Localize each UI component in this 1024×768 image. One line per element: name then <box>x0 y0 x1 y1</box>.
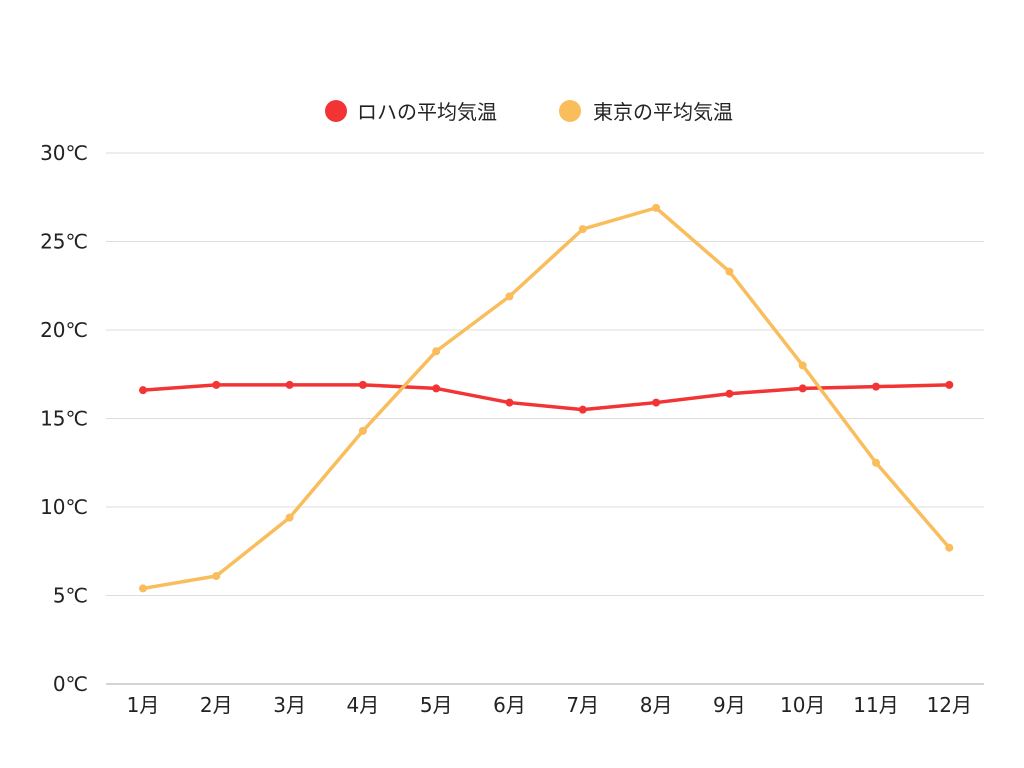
legend-label: ロハの平均気温 <box>357 100 497 124</box>
y-tick-label: 20℃ <box>40 318 88 342</box>
x-tick-label: 4月 <box>347 693 380 717</box>
data-point <box>505 292 514 301</box>
data-point <box>725 267 734 276</box>
data-point <box>798 384 807 393</box>
grid-lines <box>106 152 984 596</box>
y-tick-label: 25℃ <box>40 230 88 254</box>
data-point <box>505 398 514 407</box>
data-point <box>432 384 441 393</box>
data-point <box>652 203 661 212</box>
data-point <box>945 380 954 389</box>
x-tick-label: 1月 <box>127 693 160 717</box>
legend-label: 東京の平均気温 <box>593 100 733 124</box>
x-tick-label: 10月 <box>780 693 825 717</box>
data-point <box>945 543 954 552</box>
y-tick-label: 5℃ <box>53 584 88 608</box>
x-tick-label: 2月 <box>200 693 233 717</box>
x-tick-label: 12月 <box>927 693 972 717</box>
data-point <box>652 398 661 407</box>
data-point <box>358 380 367 389</box>
x-tick-label: 6月 <box>493 693 526 717</box>
y-axis-ticks: 0℃ 5℃ 10℃ 15℃ 20℃ 25℃ 30℃ <box>40 141 88 696</box>
data-point <box>872 458 880 467</box>
data-point <box>212 380 221 389</box>
y-tick-label: 15℃ <box>40 407 88 431</box>
data-point <box>139 584 147 593</box>
x-axis-ticks: 1月 2月 3月 4月 5月 6月 7月 8月 9月 10月 11月 12月 <box>127 693 972 717</box>
data-point <box>798 361 807 370</box>
series-line <box>141 206 952 591</box>
x-tick-label: 11月 <box>853 693 898 717</box>
series-layer <box>139 203 954 593</box>
y-tick-label: 10℃ <box>40 495 88 519</box>
data-point <box>432 347 441 356</box>
series-1 <box>139 380 954 414</box>
legend-marker <box>559 100 581 122</box>
x-tick-label: 7月 <box>566 693 599 717</box>
legend-marker <box>325 100 347 122</box>
data-point <box>212 572 221 581</box>
data-point <box>285 513 294 522</box>
series-2 <box>139 203 954 593</box>
legend-item: ロハの平均気温 <box>325 100 497 124</box>
data-point <box>578 225 587 234</box>
data-point <box>358 426 367 435</box>
x-tick-label: 5月 <box>420 693 453 717</box>
legend-item: 東京の平均気温 <box>559 100 733 124</box>
data-point <box>578 405 587 414</box>
x-tick-label: 9月 <box>713 693 746 717</box>
legend: ロハの平均気温 東京の平均気温 <box>325 100 733 124</box>
x-tick-label: 3月 <box>273 693 306 717</box>
series-line <box>141 383 952 412</box>
y-tick-label: 0℃ <box>53 672 88 696</box>
data-point <box>872 382 880 391</box>
x-tick-label: 8月 <box>640 693 673 717</box>
data-point <box>285 380 294 389</box>
y-tick-label: 30℃ <box>40 141 88 165</box>
data-point <box>139 386 147 395</box>
data-point <box>725 389 734 398</box>
